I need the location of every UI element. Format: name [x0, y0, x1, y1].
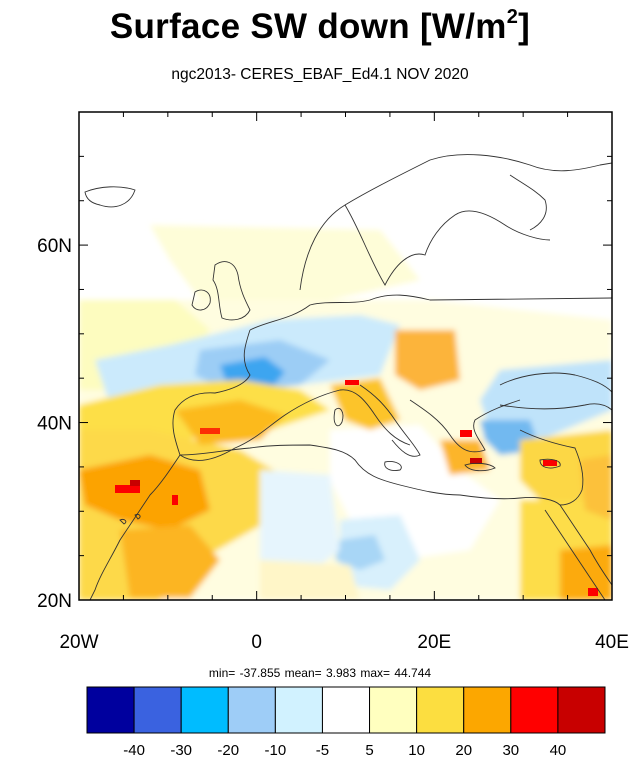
hotspots — [115, 380, 598, 596]
x-tick-label: 20E — [417, 632, 451, 653]
x-tick-label: 20W — [59, 632, 98, 653]
field-redsea-orange — [560, 545, 612, 600]
colorbar-label: -20 — [217, 742, 239, 759]
hotspot-crete — [470, 458, 482, 464]
colorbar-label: -5 — [316, 742, 329, 759]
hotspot-balkans — [460, 430, 472, 437]
field-east-orange — [580, 455, 612, 520]
colorbar-box — [227, 686, 276, 734]
field-north-pale — [150, 225, 420, 300]
colorbar-label: 40 — [550, 742, 567, 759]
colorbar-box — [86, 686, 135, 734]
colorbar-box — [321, 686, 371, 734]
y-tick-label: 20N — [37, 591, 72, 612]
statistics-line: min= -37.855 mean= 3.983 max= 44.744 — [208, 666, 432, 680]
hotspot-morocco-2 — [130, 480, 140, 486]
colorbar-label: -40 — [123, 742, 145, 759]
colorbar-box — [369, 686, 418, 734]
colorbar-box — [133, 686, 182, 734]
field-italy-orange — [330, 378, 400, 430]
colorbar-box — [463, 686, 512, 734]
hotspot-iberia — [200, 428, 220, 434]
plot-frame: 20W 0 20E 40E 20N 40N 60N — [37, 111, 629, 653]
colorbar: -40 -30 -20 -10 -5 5 10 20 30 40 — [86, 686, 606, 759]
colorbar-box — [180, 686, 229, 734]
colorbar-box — [557, 686, 606, 734]
y-tick-label: 40N — [37, 414, 72, 435]
field-sahara-pale — [260, 470, 340, 580]
field-nw-africa-orange — [120, 525, 220, 598]
colorbar-box — [416, 686, 465, 734]
field-balkans-orange — [395, 330, 460, 390]
map-title: Surface SW down [W/m2] — [109, 6, 531, 46]
data-field — [79, 225, 612, 600]
colorbar-label: 30 — [502, 742, 519, 759]
colorbar-label: 5 — [365, 742, 373, 759]
x-tick-label: 0 — [251, 632, 262, 653]
hotspot-atlas — [172, 495, 178, 505]
hotspot-north-italy — [345, 380, 359, 385]
colorbar-label: -30 — [170, 742, 192, 759]
colorbar-label: 10 — [408, 742, 425, 759]
map-subtitle: ngc2013- CERES_EBAF_Ed4.1 NOV 2020 — [171, 66, 469, 83]
hotspot-redsea — [588, 588, 598, 596]
colorbar-label: 20 — [455, 742, 472, 759]
field-east-med-orange — [440, 440, 490, 475]
coastlines — [84, 154, 612, 600]
x-tick-label: 40E — [595, 632, 629, 653]
field-libya-blue — [335, 535, 385, 570]
field-morocco-orange — [79, 455, 210, 530]
colorbar-box — [510, 686, 559, 734]
colorbar-label: -10 — [265, 742, 287, 759]
y-tick-label: 60N — [37, 236, 72, 257]
colorbar-box — [274, 686, 323, 734]
hotspot-morocco-1 — [115, 485, 140, 493]
field-central-sahara — [260, 560, 360, 600]
hotspot-cyprus — [543, 460, 557, 466]
